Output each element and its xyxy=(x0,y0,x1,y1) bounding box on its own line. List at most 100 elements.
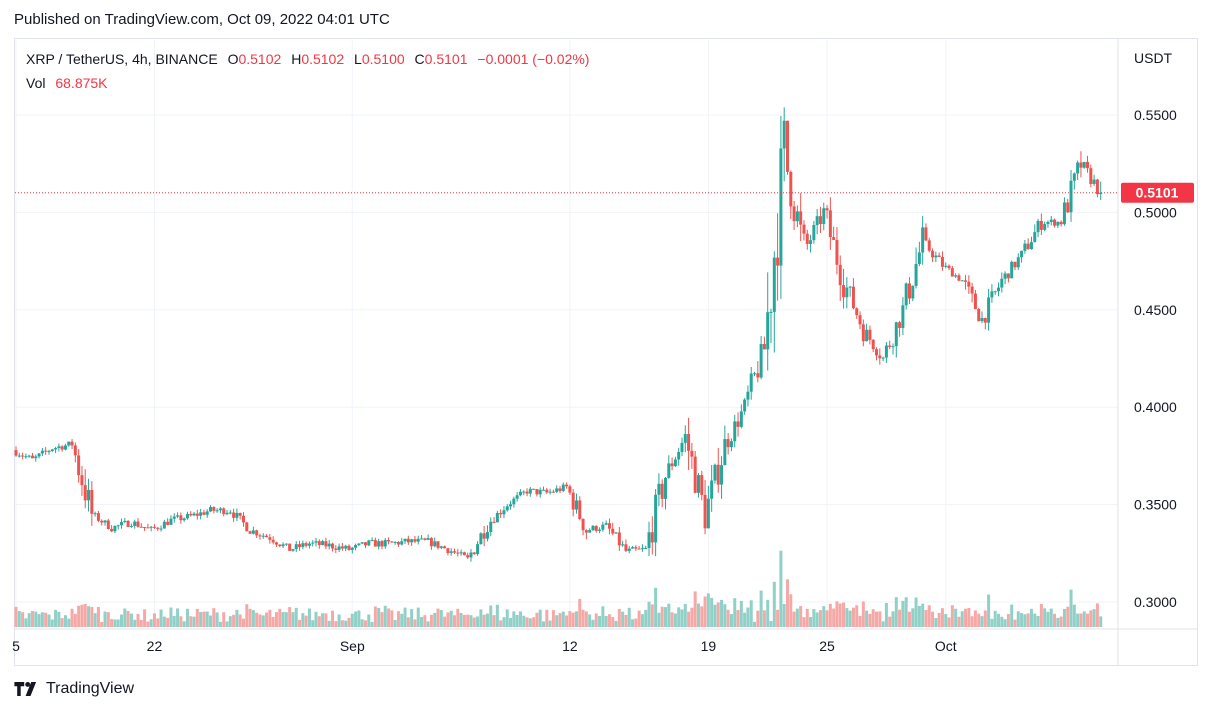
volume-bar xyxy=(927,605,931,627)
volume-bar xyxy=(535,612,539,627)
candle-body xyxy=(759,344,763,378)
candle-body xyxy=(469,552,473,558)
candle-body xyxy=(1079,162,1083,168)
candle-body xyxy=(634,547,638,549)
volume-bar xyxy=(27,613,31,627)
candle-body xyxy=(485,532,489,539)
open-label: O xyxy=(227,51,239,67)
candle-body xyxy=(192,513,196,516)
volume-bar xyxy=(512,611,516,627)
candle-body xyxy=(90,489,94,514)
volume-bar xyxy=(832,608,836,627)
candle-body xyxy=(77,455,81,476)
candle-body xyxy=(558,488,562,491)
volume-bar xyxy=(235,609,239,627)
candle-body xyxy=(825,208,829,211)
candle-body xyxy=(815,216,819,226)
candle-body xyxy=(218,508,222,511)
volume-bar xyxy=(996,613,1000,627)
volume-bar xyxy=(1079,613,1083,627)
volume-bar xyxy=(542,621,546,627)
candle-body xyxy=(172,516,176,519)
volume-bar xyxy=(363,620,367,627)
candle-body xyxy=(779,148,783,266)
candle-body xyxy=(278,544,282,547)
candle-body xyxy=(878,355,882,359)
volume-bar xyxy=(967,607,971,627)
volume-bar xyxy=(937,613,941,627)
volume-bar xyxy=(274,612,278,627)
tradingview-footer[interactable]: TradingView xyxy=(14,680,134,698)
volume-bar xyxy=(805,608,809,627)
volume-bar xyxy=(248,608,252,627)
candle-body xyxy=(241,515,245,523)
volume-bar xyxy=(152,613,156,627)
chart-pane[interactable] xyxy=(14,38,1198,666)
candle-body xyxy=(884,345,888,358)
candle-body xyxy=(515,495,519,499)
candle-body xyxy=(248,531,252,534)
volume-bar xyxy=(1010,604,1014,627)
volume-bar xyxy=(255,612,259,627)
candle-body xyxy=(532,488,536,490)
volume-bar xyxy=(957,616,961,627)
candle-body xyxy=(370,540,374,542)
volume-bar xyxy=(795,608,799,627)
candle-body xyxy=(459,552,463,554)
volume-bar xyxy=(278,608,282,627)
candle-body xyxy=(93,513,97,515)
volume-bar xyxy=(139,619,143,627)
volume-bar xyxy=(90,606,94,627)
candle-body xyxy=(288,543,292,551)
candle-body xyxy=(156,527,160,529)
candle-body xyxy=(1023,243,1027,251)
candle-body xyxy=(321,541,325,546)
candle-body xyxy=(327,543,331,547)
volume-bar xyxy=(387,608,391,627)
x-tick-label: 12 xyxy=(562,638,578,654)
candle-body xyxy=(505,506,509,511)
volume-bar xyxy=(1095,603,1099,627)
candle-body xyxy=(650,532,654,543)
volume-bar xyxy=(57,611,61,627)
candle-body xyxy=(133,521,137,527)
volume-bar xyxy=(284,612,288,627)
volume-bar xyxy=(934,618,938,627)
candle-body xyxy=(548,491,552,493)
candle-body xyxy=(1092,179,1096,184)
volume-bar xyxy=(743,612,747,627)
candle-body xyxy=(1049,219,1053,223)
volume-bar xyxy=(406,617,410,627)
candle-body xyxy=(433,541,437,547)
volume-bar xyxy=(129,613,133,627)
candle-body xyxy=(387,540,391,542)
volume-bar xyxy=(736,610,740,627)
volume-bar xyxy=(449,610,453,627)
candle-body xyxy=(832,237,836,240)
candle-body xyxy=(324,541,328,547)
volume-bar xyxy=(1039,603,1043,627)
volume-bar xyxy=(1033,613,1037,627)
volume-bar xyxy=(515,615,519,627)
change-value: −0.0001 (−0.02%) xyxy=(477,51,590,67)
volume-bar xyxy=(1046,611,1050,627)
volume-bar xyxy=(396,611,400,627)
candle-body xyxy=(301,543,305,547)
volume-bar xyxy=(232,614,236,627)
candle-body xyxy=(420,538,424,540)
candle-body xyxy=(1089,168,1093,184)
volume-bar xyxy=(898,609,902,627)
volume-bar xyxy=(518,611,522,627)
volume-bar xyxy=(462,614,466,627)
volume-bar xyxy=(63,615,67,627)
symbol-title[interactable]: XRP / TetherUS, 4h, BINANCE xyxy=(26,51,218,67)
volume-bar xyxy=(317,616,321,627)
candle-body xyxy=(410,539,414,543)
volume-bar xyxy=(479,609,483,627)
volume-bar xyxy=(545,609,549,627)
candle-body xyxy=(542,489,546,491)
volume-bar xyxy=(766,599,770,627)
volume-bar xyxy=(990,618,994,627)
candle-body xyxy=(271,539,275,543)
